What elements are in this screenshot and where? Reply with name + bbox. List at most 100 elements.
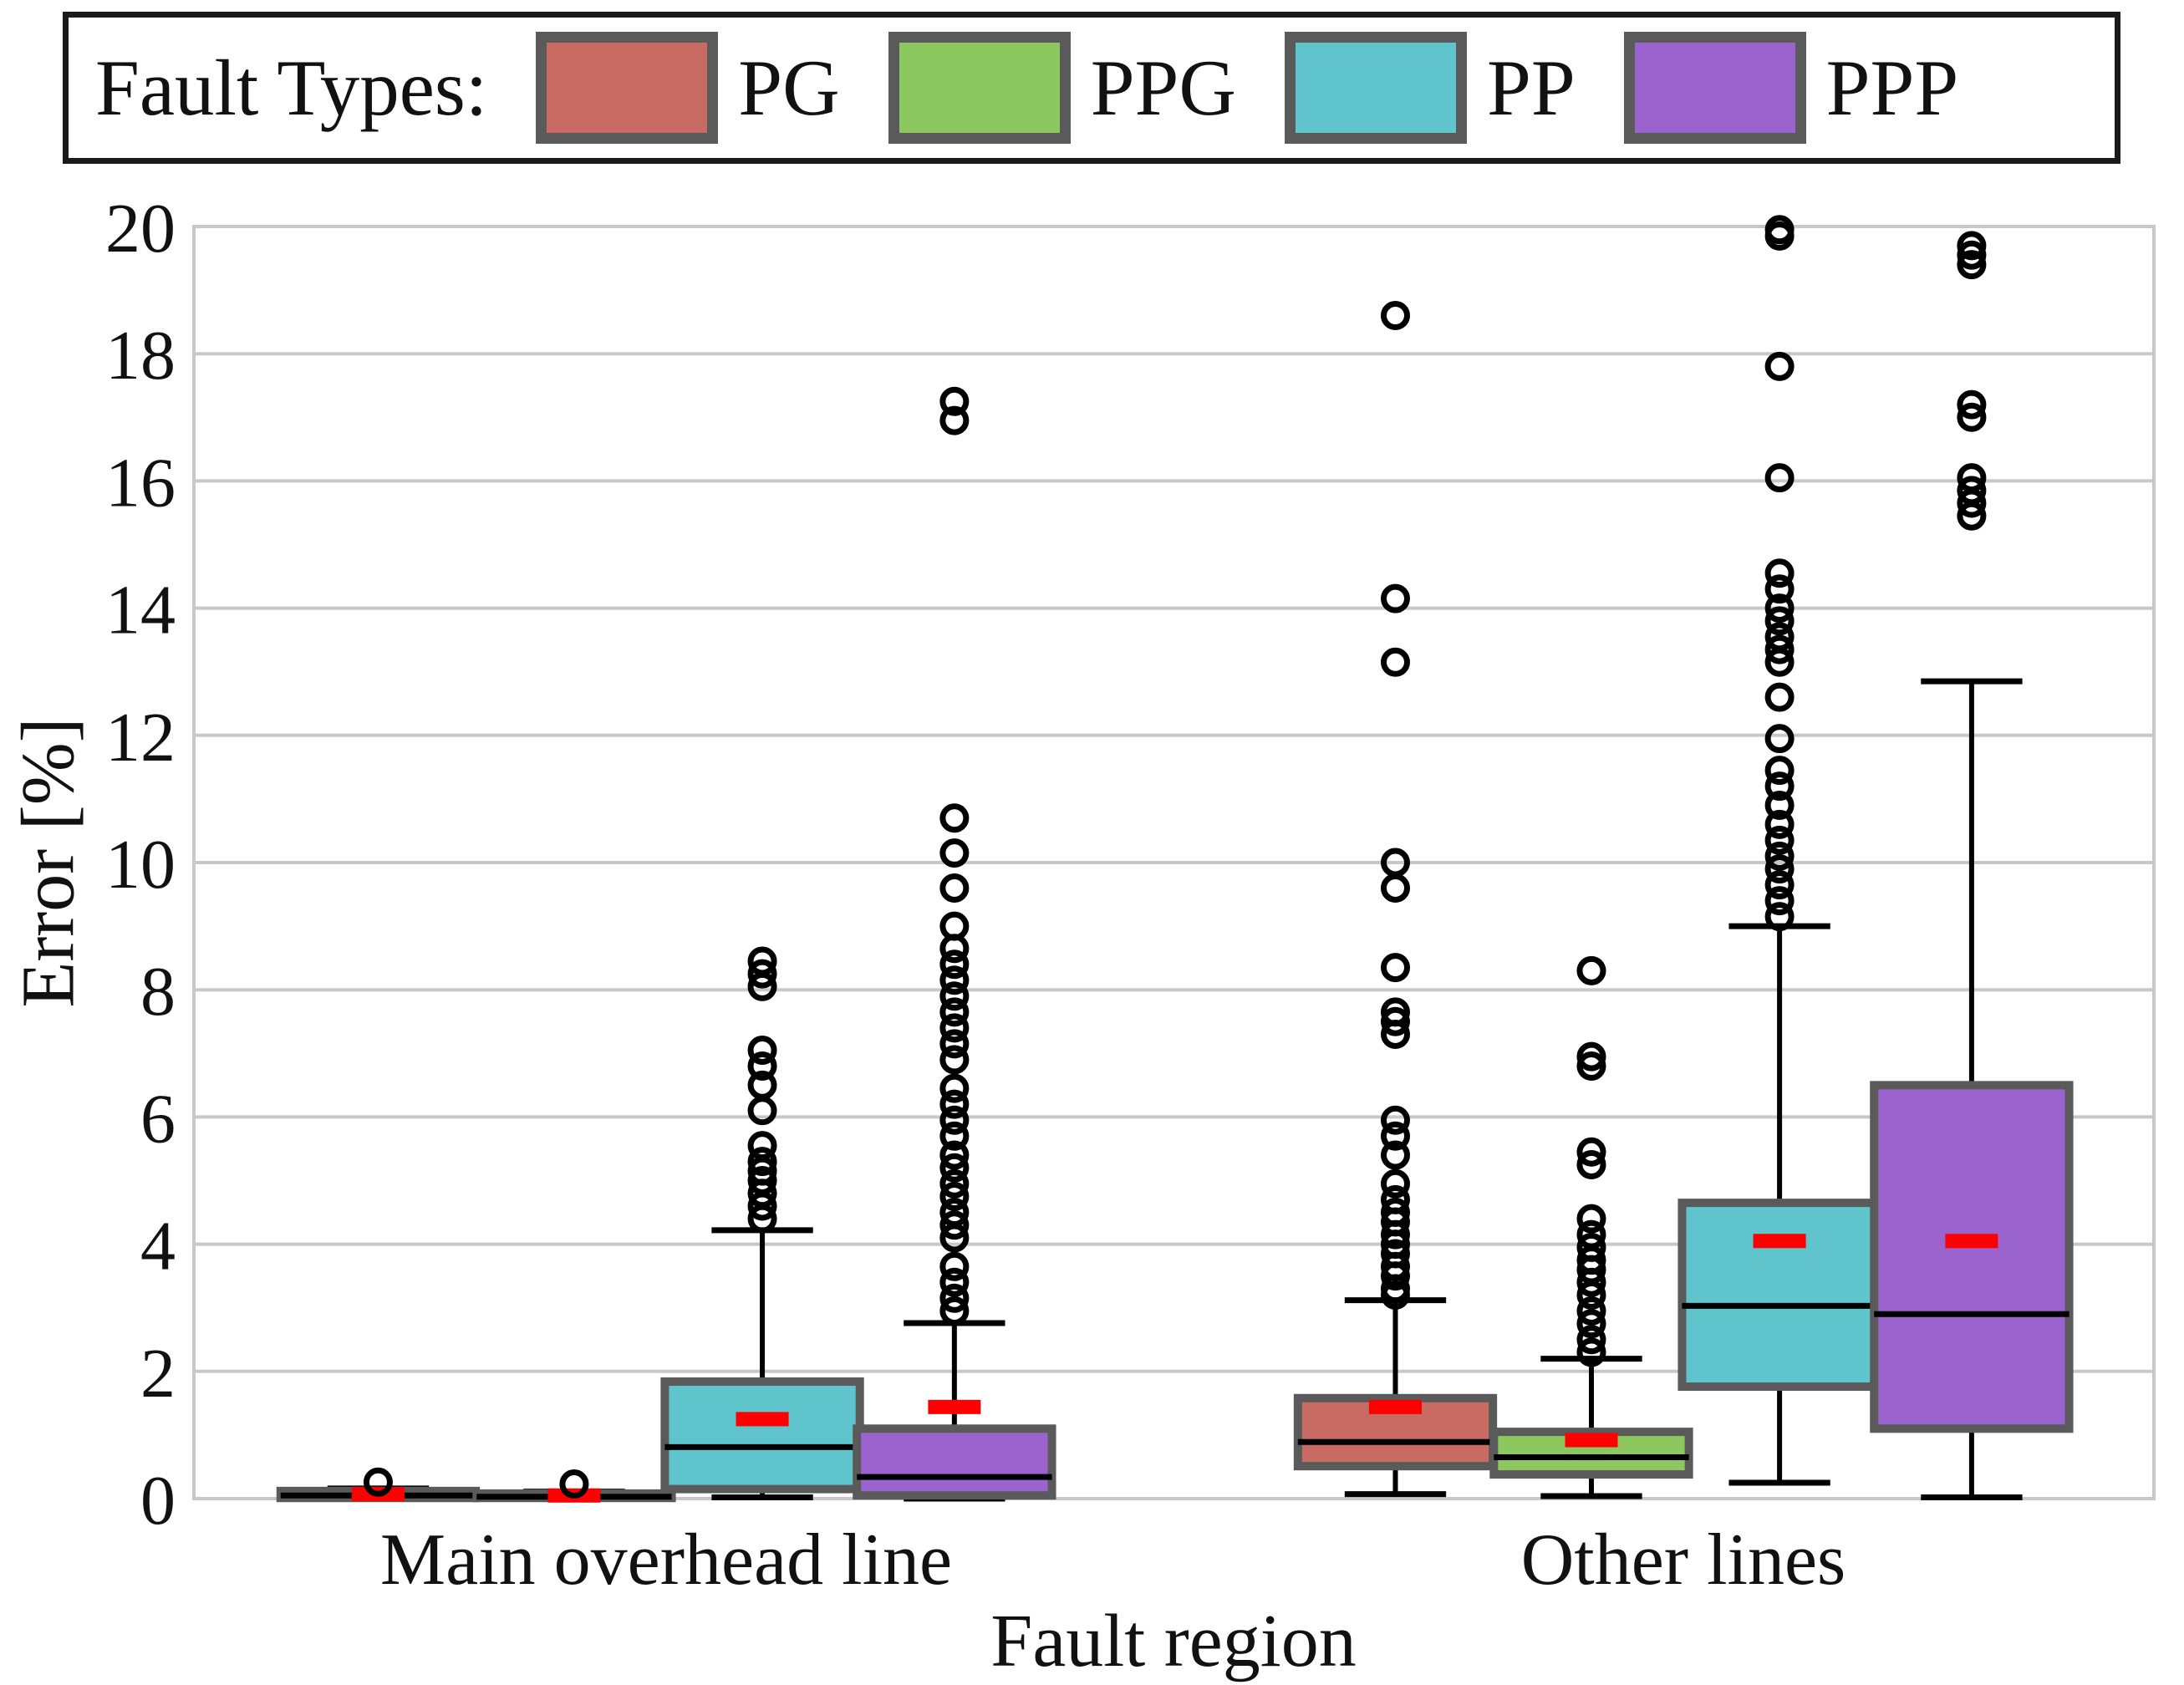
box-ppp-group1-outlier: [1957, 389, 1987, 420]
box-ppp-group0-outlier: [939, 803, 970, 833]
box-ppp-group0: [853, 1424, 1056, 1500]
box-pp-group1-outlier: [1764, 463, 1795, 493]
box-pp-group0-outlier: [747, 1070, 777, 1100]
box-pp-group1-outlier: [1764, 724, 1795, 754]
box-pp-group1-outlier: [1764, 825, 1795, 855]
box-pg-group1-outlier: [1380, 647, 1410, 677]
box-pp-group1-outlier: [1764, 558, 1795, 588]
box-pg-group1-outlier: [1380, 1198, 1410, 1228]
box-ppp-group0-outlier: [939, 1296, 970, 1326]
box-pg-group1-outlier: [1380, 997, 1410, 1027]
y-tick-label: 20: [105, 190, 176, 267]
legend-swatch-pp: [1284, 32, 1467, 144]
box-ppp-group0-outlier: [939, 997, 970, 1027]
box-pg-group1-outlier: [1380, 953, 1410, 983]
box-ppp-group0-outlier: [939, 1045, 970, 1075]
box-ppg-group1-outlier: [1576, 1296, 1606, 1326]
y-tick-label: 16: [105, 444, 176, 522]
box-pp-group1-outlier: [1764, 791, 1795, 821]
box-pg-group1-outlier: [1380, 1121, 1410, 1151]
box-ppp-group0-outlier: [939, 1105, 970, 1135]
box-ppp-group1-outlier: [1957, 402, 1987, 432]
box-ppp-group0-outlier: [939, 1182, 970, 1212]
legend-title: Fault Types:: [95, 43, 488, 132]
y-tick-label: 18: [105, 317, 176, 395]
box-ppg-group1-outlier: [1576, 1041, 1606, 1072]
box-ppp-group0-outlier: [939, 405, 970, 435]
box-ppp-group0-outlier: [939, 386, 970, 416]
box-ppp-group0-outlier: [939, 1267, 970, 1297]
legend-label-ppg: PPG: [1090, 43, 1236, 132]
legend-swatch-ppg: [888, 32, 1071, 144]
legend-item-ppg: PPG: [888, 32, 1236, 144]
y-tick-label: 10: [105, 826, 176, 904]
box-ppp-group1-outlier: [1957, 463, 1987, 493]
box-ppg-group1-outlier: [1576, 1309, 1606, 1339]
box-pp-group1-outlier: [1764, 841, 1795, 871]
box-ppp-group0-outlier: [939, 1198, 970, 1228]
box-ppg-group1-outlier: [1576, 1232, 1606, 1262]
x-tick-label-main-overhead-line: Main overhead line: [379, 1520, 953, 1601]
legend-label-pg: PG: [738, 43, 840, 132]
box-ppp-group1-outlier: [1957, 476, 1987, 506]
legend-item-ppp: PPP: [1623, 32, 1958, 144]
y-tick-label: 4: [140, 1208, 176, 1285]
legend-swatch-pg: [536, 32, 719, 144]
box-ppp-group0-outlier: [939, 1089, 970, 1119]
y-tick-label: 8: [140, 953, 176, 1031]
box-pp-group1-outlier: [1764, 682, 1795, 712]
box-ppp-group0-outlier: [939, 1121, 970, 1151]
box-pp-group1-outlier: [1764, 574, 1795, 604]
box-pp-group1-outlier: [1764, 771, 1795, 802]
box-pp-group1-outlier: [1764, 756, 1795, 786]
box-pp-group1-outlier: [1764, 215, 1795, 245]
y-tick-label: 6: [140, 1080, 176, 1158]
box-pg-group1-outlier: [1380, 1140, 1410, 1170]
box-pg-group1-outlier: [1380, 1105, 1410, 1135]
box-pp-group1-outlier: [1764, 854, 1795, 884]
box-ppg-group0-outlier: [559, 1469, 589, 1499]
box-ppp-group0-outlier: [939, 965, 970, 995]
box-pp-group1-outlier: [1764, 870, 1795, 900]
box-ppp-group0-outlier: [939, 1073, 970, 1103]
box-pp-group1-outlier: [1764, 886, 1795, 916]
box-pp-group1-outlier: [1764, 593, 1795, 624]
box-pp-group0-outlier: [747, 1035, 777, 1065]
box-ppp-group0-outlier: [939, 1283, 970, 1313]
box-ppp-group1-outlier: [1957, 240, 1987, 270]
box-ppg-group1-outlier: [1576, 1204, 1606, 1234]
box-pg-group1-outlier: [1380, 848, 1410, 878]
box-ppp-group1-outlier: [1957, 231, 1987, 261]
box-pp-group1-outlier: [1764, 622, 1795, 652]
box-ppp-group0-outlier: [939, 911, 970, 941]
box-pp-group0-outlier: [747, 1147, 777, 1177]
legend-item-pp: PP: [1284, 32, 1576, 144]
box-ppg-group1-outlier: [1576, 1325, 1606, 1355]
box-ppp-group1-outlier: [1957, 250, 1987, 280]
box-pp-group0-outlier: [747, 1166, 777, 1195]
y-axis-title: Error [%]: [7, 717, 90, 1008]
box-ppp-group0-outlier: [939, 949, 970, 980]
box-pg-group1-outlier: [1380, 1239, 1410, 1269]
y-tick-label: 0: [140, 1462, 176, 1540]
box-pg-group1-outlier: [1380, 1168, 1410, 1199]
legend-swatch-ppp: [1623, 32, 1806, 144]
box-pg-group1-outlier: [1380, 873, 1410, 903]
box-pp-group1-outlier: [1764, 902, 1795, 932]
box-pp-group0-outlier: [747, 1051, 777, 1082]
x-tick-label-other-lines: Other lines: [1520, 1520, 1846, 1601]
box-ppp-group0-outlier: [939, 1153, 970, 1183]
box-pp-group1-outlier: [1764, 351, 1795, 381]
box-ppp-group0-outlier: [939, 981, 970, 1011]
box-pg-group1-outlier: [1380, 1006, 1410, 1036]
box-pg-group1-outlier: [1380, 1184, 1410, 1214]
box-pp-group0-outlier: [747, 959, 777, 989]
box-pp-group1: [1677, 1199, 1881, 1392]
box-pp-group1-outlier: [1764, 809, 1795, 839]
box-pp-group0: [660, 1377, 864, 1494]
box-ppp-group0-outlier: [939, 1140, 970, 1170]
box-ppg-group1-outlier: [1576, 1337, 1606, 1367]
y-tick-label: 2: [140, 1335, 176, 1413]
